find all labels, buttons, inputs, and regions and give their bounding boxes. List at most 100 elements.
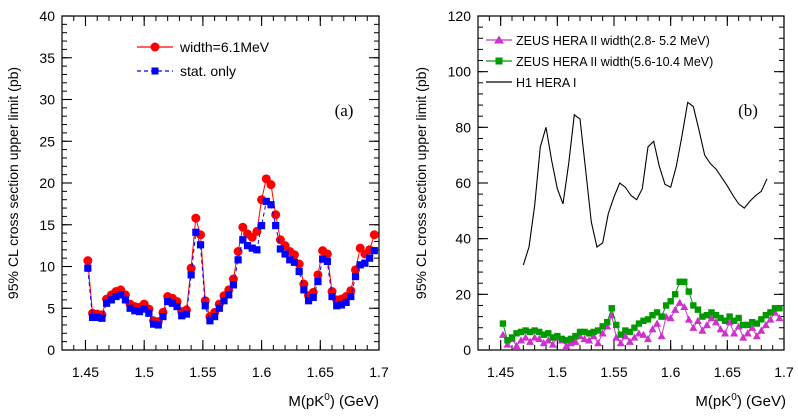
data-point [631, 324, 638, 331]
data-point [707, 313, 716, 322]
data-point [762, 312, 770, 319]
data-point [563, 337, 570, 344]
data-point [536, 328, 543, 336]
data-point [498, 330, 507, 338]
data-point [342, 298, 350, 307]
data-point [758, 316, 765, 323]
data-point [702, 320, 711, 329]
data-point [521, 333, 530, 341]
data-point [266, 180, 276, 190]
data-point [145, 309, 153, 317]
data-point [594, 327, 602, 334]
data-point [744, 321, 751, 329]
data-point [313, 270, 323, 280]
y-tick-label: 0 [47, 342, 55, 358]
data-point [726, 313, 733, 320]
data-point [88, 313, 97, 322]
panel-b-series [498, 101, 784, 350]
data-point [721, 329, 730, 337]
data-point [558, 335, 566, 343]
data-point [549, 334, 556, 341]
data-point [730, 317, 738, 324]
data-point [121, 296, 129, 304]
x-tick-label: 1.45 [72, 364, 99, 380]
data-point [103, 299, 111, 307]
data-point [281, 250, 289, 258]
data-point [775, 313, 784, 322]
x-tick-label: 1.7 [774, 364, 794, 380]
data-point [545, 330, 552, 337]
data-point [135, 307, 144, 316]
data-point [206, 317, 214, 325]
legend-label-h1: H1 HERA I [516, 76, 576, 90]
data-point [626, 328, 634, 336]
data-point [585, 330, 593, 337]
legend-label-stat: stat. only [180, 63, 236, 79]
data-point [333, 302, 341, 310]
x-tick-label: 1.6 [252, 364, 272, 380]
y-tick-label: 40 [455, 231, 471, 247]
data-point [544, 336, 553, 344]
data-point [617, 331, 624, 338]
data-point [540, 331, 547, 338]
data-point [698, 326, 707, 334]
data-point [640, 317, 647, 324]
data-point [748, 323, 757, 331]
data-point [716, 325, 725, 333]
data-point [98, 314, 106, 322]
data-point [671, 305, 680, 313]
data-point [267, 201, 275, 209]
panel-a-axes: 0 5 10 15 20 25 30 35 40 1.45 1.5 1.55 1.6 1.65 1.7 [39, 8, 389, 380]
panel-a: 0 5 10 15 20 25 30 35 40 1.45 1.5 1.55 1.6 1.65 1.7 95… [5, 8, 389, 410]
data-point [192, 228, 200, 236]
data-point [356, 261, 364, 269]
data-point [554, 332, 561, 340]
data-point [613, 321, 620, 329]
data-point [164, 297, 172, 306]
data-point [681, 278, 688, 286]
panel-a-legend: width=6.1MeV stat. only [137, 39, 270, 79]
data-point [644, 334, 652, 343]
data-point [526, 328, 534, 336]
data-point [648, 325, 657, 333]
data-point [272, 221, 280, 230]
data-point [616, 339, 625, 347]
data-point [608, 305, 615, 312]
data-point [658, 313, 665, 320]
data-point [93, 313, 101, 322]
data-point [126, 304, 134, 312]
y-tick-label: 35 [39, 50, 55, 66]
data-point [740, 321, 747, 329]
panel-b-label: (b) [738, 101, 758, 120]
panel-b-legend: ZEUS HERA II width(2.8- 5.2 MeV) ZEUS HE… [486, 34, 713, 90]
data-point [689, 323, 698, 331]
data-point [753, 320, 760, 327]
data-point [635, 320, 643, 327]
data-point [154, 321, 162, 329]
data-point [83, 256, 93, 266]
data-point [513, 330, 520, 337]
y-tick-label: 100 [448, 64, 472, 80]
data-point [140, 305, 148, 313]
data-point [328, 292, 336, 301]
data-point [337, 301, 346, 309]
y-tick-label: 25 [39, 133, 55, 149]
y-tick-label: 15 [39, 217, 55, 233]
data-point [666, 313, 675, 322]
y-tick-label: 0 [463, 342, 471, 358]
y-tick-label: 40 [39, 8, 55, 24]
panel-a-xlabel: M(pK0) (GeV) [288, 392, 379, 410]
data-point [539, 339, 548, 347]
x-tick-label: 1.65 [714, 364, 741, 380]
y-tick-label: 60 [455, 175, 471, 191]
data-point [599, 323, 606, 330]
data-point [503, 340, 512, 348]
data-point [314, 277, 322, 286]
x-tick-label: 1.45 [487, 364, 514, 380]
data-point [262, 197, 270, 205]
data-point [676, 278, 683, 286]
data-point [220, 297, 228, 305]
data-point [517, 328, 525, 336]
y-tick-label: 20 [39, 175, 55, 191]
data-point [191, 213, 201, 223]
